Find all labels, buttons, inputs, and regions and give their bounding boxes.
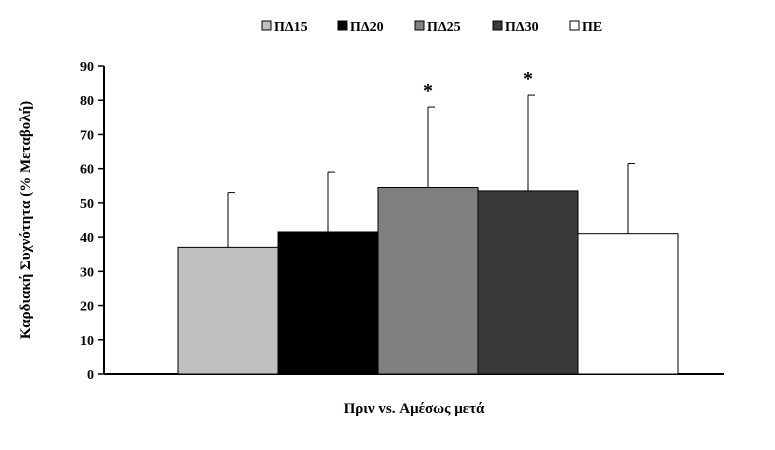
y-tick-label: 10 [80, 334, 94, 349]
y-ticks: 0 10 20 30 40 50 60 70 80 90 [80, 60, 104, 383]
legend-label: ΠΔ25 [427, 20, 461, 35]
y-tick-label: 30 [80, 265, 94, 280]
y-tick-label: 0 [87, 368, 94, 383]
legend-label: ΠΔ15 [274, 20, 308, 35]
legend-swatch [261, 20, 272, 31]
y-axis-label: Καρδιακή Συχνότητα (% Μεταβολή) [18, 101, 34, 339]
bar-ΠΔ25 [377, 186, 479, 375]
legend-label: ΠΔ30 [505, 20, 539, 35]
legend-swatch [337, 20, 348, 31]
y-tick-label: 60 [80, 163, 94, 178]
bar-ΠΔ30 [477, 190, 579, 375]
legend-swatch [492, 20, 503, 31]
significance-asterisk: * [523, 68, 533, 90]
y-axis: 0 10 20 30 40 50 60 70 80 90 [80, 60, 105, 383]
bars [177, 186, 679, 375]
bar-ΠΕ [577, 233, 679, 375]
legend-swatch [414, 20, 425, 31]
bar-ΠΔ20 [277, 231, 379, 375]
y-tick-label: 70 [80, 128, 94, 143]
y-tick-label: 90 [80, 60, 94, 75]
y-tick-label: 50 [80, 197, 94, 212]
y-tick-label: 80 [80, 94, 94, 109]
significance-markers: ** [423, 68, 533, 102]
legend-swatch [569, 20, 580, 31]
legend: ΠΔ15 ΠΔ20 ΠΔ25 ΠΔ30 ΠΕ [261, 20, 602, 35]
legend-label: ΠΕ [582, 20, 602, 35]
error-bars [227, 94, 635, 248]
legend-label: ΠΔ20 [350, 20, 384, 35]
y-tick-label: 40 [80, 231, 94, 246]
bar-ΠΔ15 [177, 246, 279, 375]
significance-asterisk: * [423, 80, 433, 102]
x-axis-label: Πριν vs. Αμέσως μετά [344, 401, 485, 417]
y-tick-label: 20 [80, 300, 94, 315]
